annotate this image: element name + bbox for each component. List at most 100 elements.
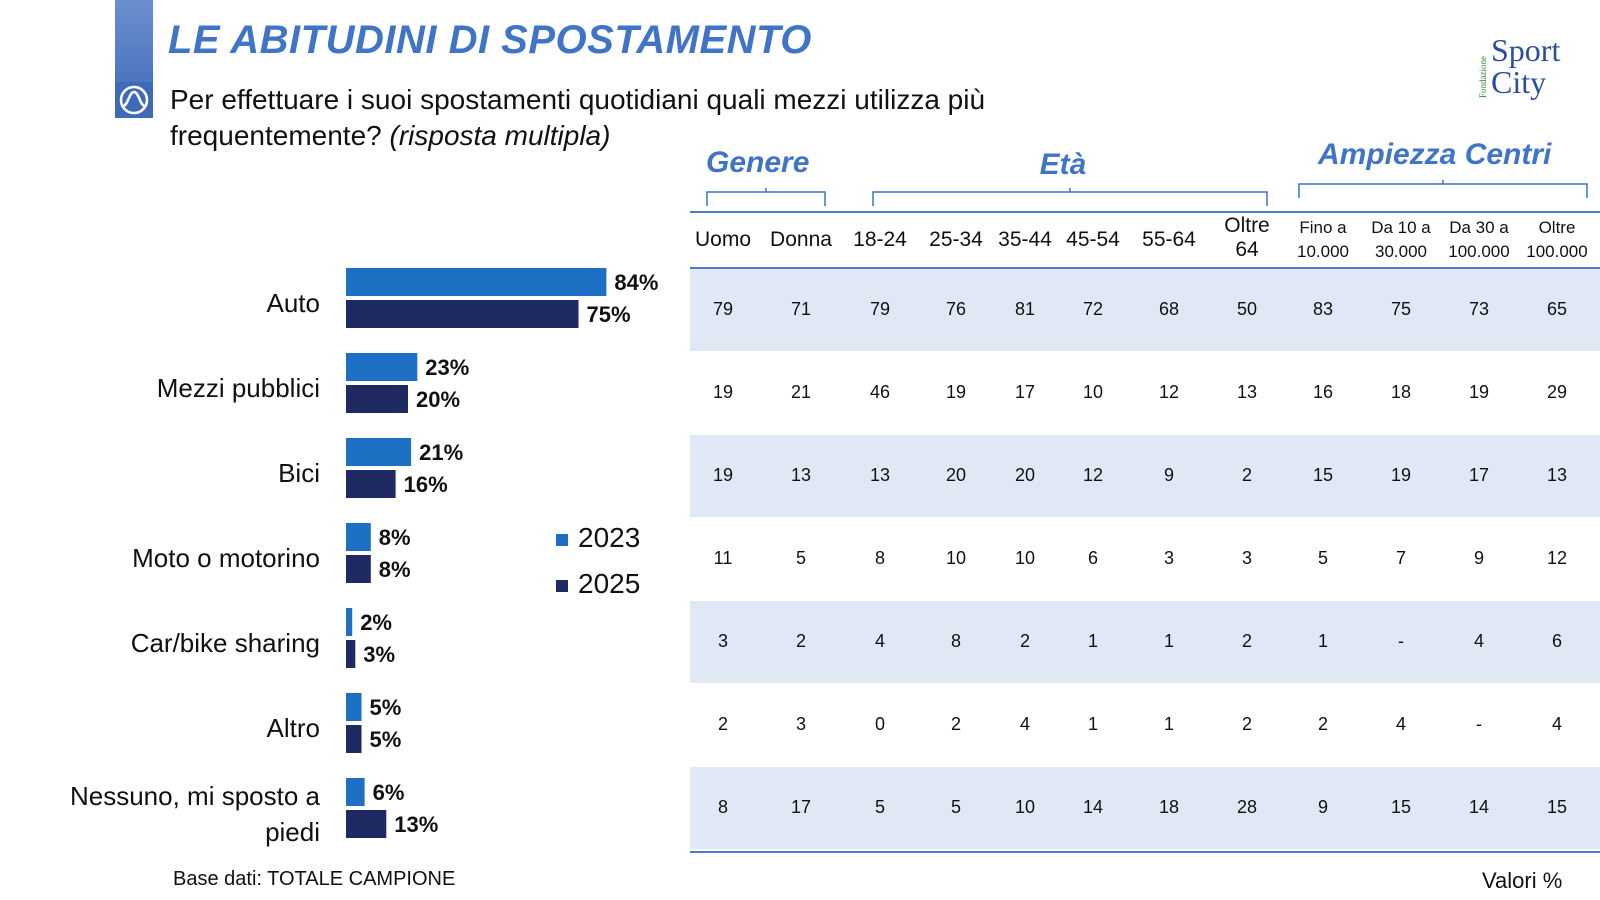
question-line-2: frequentemente? (risposta multipla) <box>170 118 1310 154</box>
category-label: Car/bike sharing <box>130 628 320 658</box>
table-cell: 73 <box>1468 299 1490 319</box>
bar-chart: 84% 75% 23% 20% 21% 16% 8% 8% 2% 3% 5% 5% 6% 13% <box>346 268 658 838</box>
category-label: Mezzi pubblici <box>156 373 320 403</box>
table-cell: 75 <box>1390 299 1412 319</box>
bar-value-label: 75% <box>587 302 631 327</box>
group-title-genere: Genere <box>706 146 810 179</box>
table-cell: 15 <box>1546 797 1568 817</box>
table-cell: 3 <box>717 631 728 651</box>
bar-2025 <box>346 810 387 838</box>
bar-2025 <box>346 555 371 583</box>
table-cell: 6 <box>1551 631 1562 651</box>
table-cell: 15 <box>1312 465 1334 485</box>
legend-label-2023: 2023 <box>578 522 641 553</box>
table-cell: 79 <box>869 299 891 319</box>
table-row-shade <box>690 767 1600 849</box>
table-cell: 4 <box>874 631 885 651</box>
bar-value-label: 2% <box>360 610 392 635</box>
bar-value-label: 6% <box>373 780 405 805</box>
bar-2025 <box>346 385 408 413</box>
question-line-2-text: frequentemente? <box>170 120 382 151</box>
table-row-shade <box>690 435 1600 517</box>
table-cell: 19 <box>1468 382 1490 402</box>
bar-2025 <box>346 640 356 668</box>
column-header: Uomo <box>694 228 752 251</box>
column-header: 35-44 <box>998 228 1052 251</box>
bar-value-label: 5% <box>370 727 402 752</box>
table-cell: 0 <box>874 714 885 734</box>
table-cell: 5 <box>950 797 961 817</box>
table-cell: 21 <box>790 382 812 402</box>
survey-question: Per effettuare i suoi spostamenti quotid… <box>170 82 1310 154</box>
table-cell: 3 <box>795 714 806 734</box>
table-cell: 1 <box>1317 631 1328 651</box>
bar-value-label: 3% <box>363 642 395 667</box>
table-cell: 79 <box>712 299 734 319</box>
bar-2025 <box>346 470 396 498</box>
table-cell: 9 <box>1163 465 1174 485</box>
table-cell: 9 <box>1317 797 1328 817</box>
table-cell: 20 <box>945 465 967 485</box>
legend-item-2023: 2023 <box>556 522 640 554</box>
table-cell: 1 <box>1163 714 1174 734</box>
bar-2023 <box>346 438 412 466</box>
table-cell: 19 <box>712 382 734 402</box>
table-cell: 18 <box>1158 797 1180 817</box>
category-label: Auto <box>266 288 321 318</box>
column-header: 25-34 <box>929 228 983 251</box>
column-header: Oltre 64 <box>1224 214 1270 261</box>
table-cell: 28 <box>1236 797 1258 817</box>
table-cell: 2 <box>717 714 728 734</box>
legend-item-2025: 2025 <box>556 568 640 600</box>
table-cell: 18 <box>1390 382 1412 402</box>
table-cell: 4 <box>1551 714 1562 734</box>
table-cell: 71 <box>790 299 812 319</box>
table-cell: 13 <box>790 465 812 485</box>
table-cell: 13 <box>869 465 891 485</box>
legend-label-2025: 2025 <box>578 568 641 599</box>
bar-value-label: 20% <box>416 387 460 412</box>
group-title-eta: Età <box>1039 148 1087 181</box>
bar-value-label: 5% <box>370 695 402 720</box>
table-cell: 6 <box>1087 548 1098 568</box>
table-cell: 1 <box>1087 714 1098 734</box>
table-row-shade <box>690 269 1600 351</box>
table-header-rule <box>690 267 1600 269</box>
table-cell: 1 <box>1163 631 1174 651</box>
table-cell: 3 <box>1163 548 1174 568</box>
column-header: 55-64 <box>1142 228 1196 251</box>
table-cell: 10 <box>1014 797 1036 817</box>
column-header: Da 30 a 100.000 <box>1448 218 1510 261</box>
table-cell: 5 <box>874 797 885 817</box>
table-cell: 4 <box>1395 714 1406 734</box>
brace-genere <box>706 188 826 206</box>
logo-line-2: City <box>1491 64 1547 100</box>
table-cell: 12 <box>1082 465 1104 485</box>
table-bottom-rule <box>690 851 1600 853</box>
table-cell: 76 <box>945 299 967 319</box>
column-header: 18-24 <box>853 228 907 251</box>
bar-2025 <box>346 300 579 328</box>
bar-value-label: 23% <box>425 355 469 380</box>
bar-2023 <box>346 778 365 806</box>
table-cell: 5 <box>1317 548 1328 568</box>
table-cell: - <box>1476 714 1482 734</box>
table-cell: 9 <box>1473 548 1484 568</box>
bar-2023 <box>346 523 371 551</box>
brace-ampiezza <box>1298 180 1588 198</box>
table-cell: 10 <box>945 548 967 568</box>
table-cell: 2 <box>1241 465 1252 485</box>
base-note: Base dati: TOTALE CAMPIONE <box>173 868 456 890</box>
table-cell: 2 <box>950 714 961 734</box>
table-cell: 50 <box>1236 299 1258 319</box>
table-cell: 81 <box>1014 299 1036 319</box>
table-cell: 83 <box>1312 299 1334 319</box>
table-cell: 17 <box>1468 465 1490 485</box>
table-cell: 19 <box>1390 465 1412 485</box>
table-cell: 13 <box>1236 382 1258 402</box>
bar-value-label: 8% <box>379 525 411 550</box>
bar-2023 <box>346 608 353 636</box>
column-header: Fino a 10.000 <box>1297 218 1349 261</box>
table-cell: - <box>1398 631 1404 651</box>
bar-2023 <box>346 353 418 381</box>
